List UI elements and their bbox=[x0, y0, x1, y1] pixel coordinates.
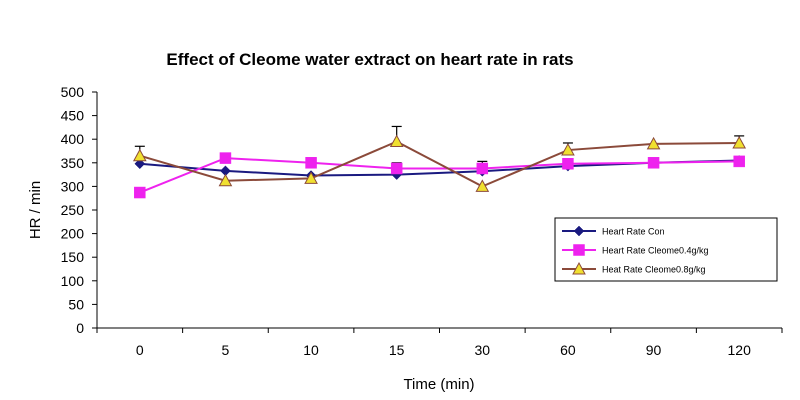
data-point bbox=[390, 162, 403, 175]
data-point bbox=[733, 155, 745, 168]
data-point bbox=[732, 135, 747, 149]
series-3 bbox=[132, 134, 747, 192]
x-tick-label: 60 bbox=[560, 342, 576, 358]
data-point bbox=[134, 186, 146, 199]
x-tick-label: 90 bbox=[646, 342, 662, 358]
x-tick-label: 120 bbox=[728, 342, 752, 358]
x-tick-label: 5 bbox=[222, 342, 230, 358]
legend-marker bbox=[573, 244, 585, 256]
legend-item: Heart Rate Con bbox=[562, 225, 665, 237]
data-point bbox=[218, 173, 233, 187]
x-tick-label: 15 bbox=[389, 342, 405, 358]
data-point bbox=[389, 134, 404, 148]
data-point bbox=[475, 179, 490, 192]
legend-label: Heat Rate Cleome0.8g/kg bbox=[602, 265, 706, 275]
data-point bbox=[646, 136, 661, 150]
data-point bbox=[647, 157, 660, 169]
y-tick-label: 50 bbox=[68, 296, 84, 312]
legend: Heart Rate Con Heart Rate Cleome0.4g/kg He… bbox=[554, 217, 778, 282]
data-point bbox=[562, 157, 574, 170]
series-layer bbox=[132, 125, 747, 199]
data-point bbox=[305, 157, 317, 169]
y-tick-label: 400 bbox=[61, 131, 85, 147]
y-tick-label: 350 bbox=[61, 155, 85, 171]
x-tick-label: 30 bbox=[475, 342, 491, 358]
y-tick-label: 300 bbox=[61, 178, 85, 194]
data-point bbox=[476, 162, 489, 175]
y-tick-label: 0 bbox=[76, 320, 84, 336]
data-point bbox=[219, 152, 232, 164]
y-tick-label: 100 bbox=[61, 273, 85, 289]
legend-marker bbox=[573, 225, 585, 237]
legend-label: Heart Rate Cleome0.4g/kg bbox=[602, 246, 709, 256]
x-axis-label: Time (min) bbox=[403, 376, 474, 393]
y-tick-label: 200 bbox=[61, 226, 85, 242]
data-point bbox=[132, 148, 147, 162]
x-tick-label: 10 bbox=[303, 342, 319, 358]
y-tick-label: 250 bbox=[61, 202, 85, 218]
legend-item: Heat Rate Cleome0.8g/kg bbox=[562, 261, 706, 275]
x-tick-label: 0 bbox=[136, 342, 144, 358]
data-point bbox=[304, 171, 318, 184]
axes: 0 50 100 150 200 250 300 350 400 450 500 0 5 10 15 30 60… bbox=[61, 84, 783, 358]
legend-label: Heart Rate Con bbox=[602, 227, 665, 237]
y-tick-label: 450 bbox=[61, 108, 85, 124]
series-line bbox=[139, 140, 740, 188]
chart-title: Effect of Cleome water extract on heart … bbox=[166, 50, 573, 69]
data-point bbox=[134, 158, 146, 170]
series-line bbox=[139, 157, 740, 194]
y-tick-label: 150 bbox=[61, 249, 85, 265]
data-point bbox=[561, 143, 575, 156]
legend-item: Heart Rate Cleome0.4g/kg bbox=[562, 244, 709, 256]
legend-marker bbox=[572, 261, 586, 275]
y-axis-label: HR / min bbox=[27, 181, 44, 239]
y-tick-label: 500 bbox=[61, 84, 85, 100]
series-2 bbox=[134, 152, 745, 199]
